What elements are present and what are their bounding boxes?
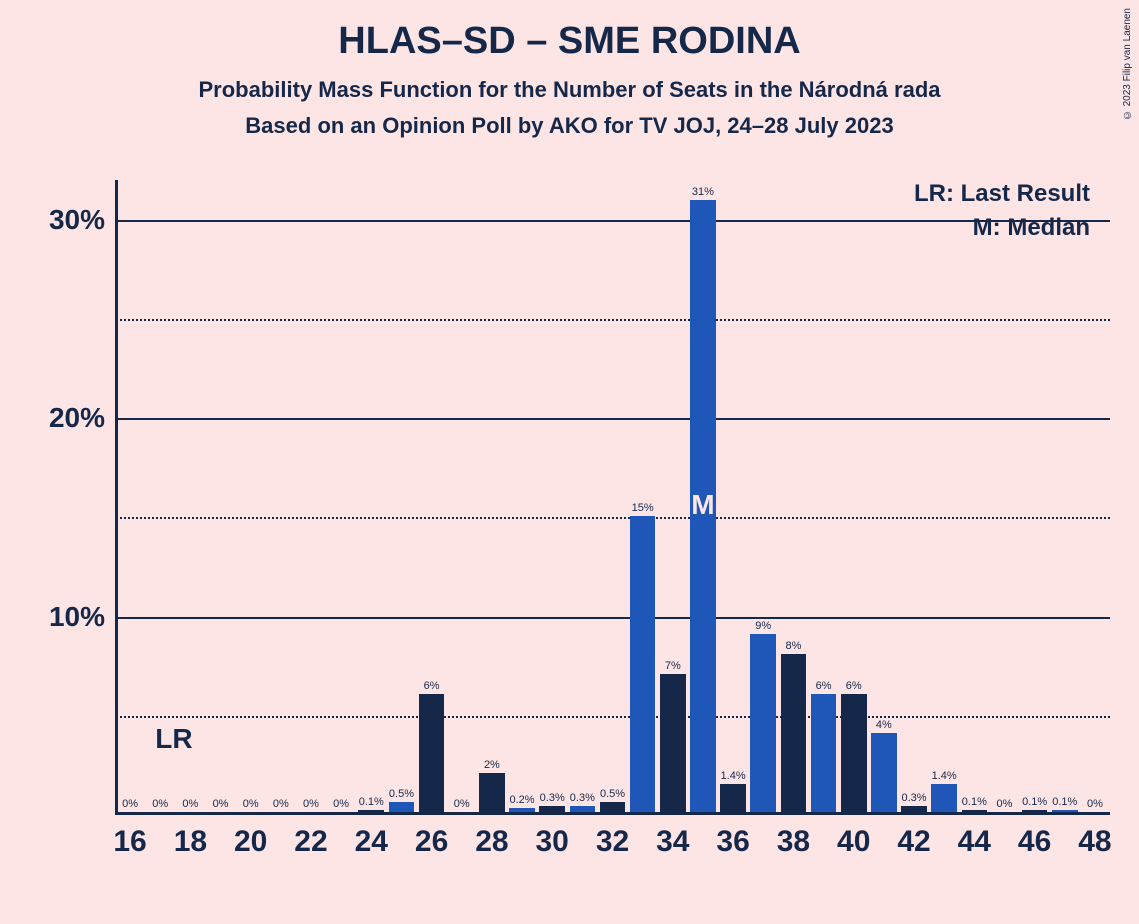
bar-value-label: 15% [632, 502, 654, 514]
bar: 0.5% [600, 802, 626, 812]
x-tick-label: 32 [596, 825, 629, 859]
bar: 8% [781, 654, 807, 812]
x-tick-label: 48 [1078, 825, 1111, 859]
x-tick-label: 30 [536, 825, 569, 859]
bar-value-label: 0.1% [359, 796, 384, 808]
bar-value-label: 0% [303, 798, 319, 810]
bar-value-label: 6% [846, 680, 862, 692]
bar: 0.1% [358, 810, 384, 812]
x-tick-label: 42 [897, 825, 930, 859]
chart-subtitle-2: Based on an Opinion Poll by AKO for TV J… [0, 113, 1139, 139]
bar: 0.3% [539, 806, 565, 812]
bar-value-label: 8% [785, 640, 801, 652]
bar: 1.4% [720, 784, 746, 812]
bar: 6% [841, 694, 867, 813]
bar-value-label: 0% [122, 798, 138, 810]
copyright-text: © 2023 Filip van Laenen [1122, 8, 1133, 120]
x-tick-label: 28 [475, 825, 508, 859]
bar-value-label: 0.3% [570, 792, 595, 804]
bar-value-label: 0% [997, 798, 1013, 810]
x-tick-label: 26 [415, 825, 448, 859]
bar: 0.3% [901, 806, 927, 812]
bar-value-label: 6% [816, 680, 832, 692]
bar-value-label: 0% [454, 798, 470, 810]
x-tick-label: 16 [113, 825, 146, 859]
x-tick-label: 38 [777, 825, 810, 859]
bar-value-label: 0.1% [962, 796, 987, 808]
x-tick-label: 18 [174, 825, 207, 859]
bar-value-label: 9% [755, 620, 771, 632]
bar-value-label: 0% [243, 798, 259, 810]
bar-value-label: 4% [876, 719, 892, 731]
chart-container: HLAS–SD – SME RODINA Probability Mass Fu… [0, 0, 1139, 924]
bar-value-label: 6% [424, 680, 440, 692]
lr-marker: LR [155, 723, 192, 755]
bar-value-label: 0.1% [1052, 796, 1077, 808]
x-axis-labels: 16 18 20 22 24 26 28 30 32 34 36 38 40 42 44 46 48 [115, 825, 1110, 885]
bar: 9% [750, 634, 776, 812]
bar: 0.5% [389, 802, 415, 812]
chart-title: HLAS–SD – SME RODINA [0, 0, 1139, 63]
bar-value-label: 7% [665, 660, 681, 672]
median-marker: M [691, 489, 714, 521]
bar: 0.1% [962, 810, 988, 812]
bar-value-label: 0.3% [540, 792, 565, 804]
x-tick-label: 40 [837, 825, 870, 859]
x-tick-label: 24 [355, 825, 388, 859]
bar-value-label: 0% [1087, 798, 1103, 810]
bar-value-label: 0% [273, 798, 289, 810]
y-tick-label: 30% [15, 204, 105, 236]
bar-value-label: 0% [152, 798, 168, 810]
x-tick-label: 46 [1018, 825, 1051, 859]
x-tick-label: 36 [716, 825, 749, 859]
bar: 2% [479, 773, 505, 813]
bar: 1.4% [931, 784, 957, 812]
x-axis [115, 812, 1110, 815]
y-tick-label: 10% [15, 601, 105, 633]
bar-value-label: 0.1% [1022, 796, 1047, 808]
bar: 0.3% [570, 806, 596, 812]
bar-value-label: 31% [692, 186, 714, 198]
bar-value-label: 2% [484, 759, 500, 771]
bar-value-label: 0% [182, 798, 198, 810]
bar: 7% [660, 674, 686, 812]
bar-value-label: 0.3% [901, 792, 926, 804]
bar-value-label: 0.5% [389, 788, 414, 800]
bar: 0.2% [509, 808, 535, 812]
bar: 6% [811, 694, 837, 813]
bar: 0.1% [1022, 810, 1048, 812]
chart-subtitle-1: Probability Mass Function for the Number… [0, 77, 1139, 103]
bar: 4% [871, 733, 897, 812]
bar: 6% [419, 694, 445, 813]
bars-group: 0% 0% 0% 0% 0% 0% 0% 0% 0.1% 0.5% 6% 0% 2% 0.2% 0.3% 0.… [115, 180, 1110, 812]
x-tick-label: 20 [234, 825, 267, 859]
bar-value-label: 1.4% [721, 770, 746, 782]
x-tick-label: 44 [958, 825, 991, 859]
bar-value-label: 0% [213, 798, 229, 810]
x-tick-label: 34 [656, 825, 689, 859]
bar-value-label: 1.4% [932, 770, 957, 782]
bar: 0.1% [1052, 810, 1078, 812]
bar-value-label: 0.5% [600, 788, 625, 800]
plot-area: LR: Last Result M: Median 10%20%30% 0%0%… [115, 180, 1110, 815]
y-tick-label: 20% [15, 402, 105, 434]
bar-value-label: 0.2% [509, 794, 534, 806]
x-tick-label: 22 [294, 825, 327, 859]
bar-value-label: 0% [333, 798, 349, 810]
bar: 15% [630, 516, 656, 812]
